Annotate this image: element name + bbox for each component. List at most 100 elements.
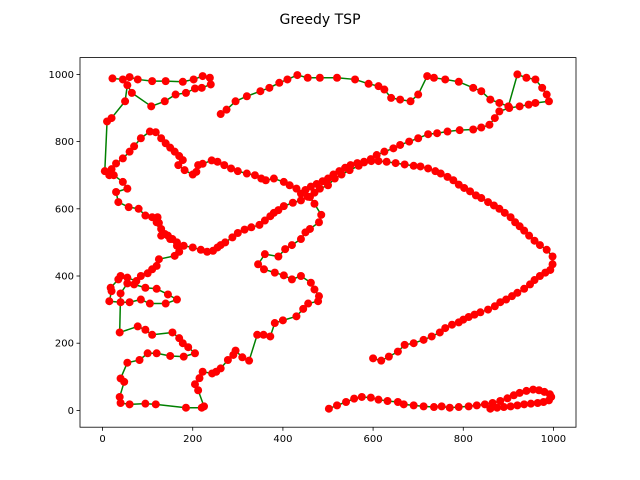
city-point-0-115: [270, 268, 279, 277]
city-point-0-42: [143, 269, 152, 278]
city-point-1-33: [542, 90, 551, 99]
city-point-2-9: [441, 324, 450, 333]
city-point-2-28: [548, 260, 557, 269]
city-point-2-0: [369, 354, 378, 363]
city-point-0-59: [141, 283, 150, 292]
city-point-0-73: [166, 351, 175, 360]
city-point-0-144: [194, 161, 203, 170]
city-point-1-81: [196, 245, 205, 254]
city-point-0-29: [134, 204, 143, 213]
city-point-0-113: [287, 275, 296, 284]
city-point-3-33: [526, 399, 535, 408]
city-point-1-22: [441, 75, 450, 84]
city-point-1-50: [396, 140, 405, 149]
city-point-3-1: [333, 401, 342, 410]
city-point-0-147: [180, 166, 189, 175]
city-point-1-6: [275, 78, 284, 87]
x-axis: 0 200 400 600 800 1000: [99, 427, 566, 445]
city-point-2-32: [530, 236, 539, 245]
city-point-0-67: [168, 328, 177, 337]
y-tick-label-4: 800: [55, 137, 74, 148]
city-point-0-118: [260, 250, 269, 259]
city-point-3-9: [399, 400, 408, 409]
city-point-0-125: [314, 218, 323, 227]
city-point-0-84: [151, 400, 160, 409]
city-point-2-6: [419, 335, 428, 344]
x-tick-label-1: 200: [183, 434, 202, 445]
city-point-3-37: [499, 403, 508, 412]
city-point-0-161: [112, 159, 121, 168]
city-point-2-30: [542, 245, 551, 254]
city-point-1-15: [380, 85, 389, 94]
city-point-1-47: [424, 130, 433, 139]
city-point-0-39: [154, 255, 163, 264]
city-point-1-40: [490, 114, 499, 123]
city-point-2-1: [377, 356, 386, 365]
city-point-2-50: [431, 167, 440, 176]
city-point-0-7: [189, 75, 198, 84]
city-point-0-136: [250, 171, 259, 180]
city-point-1-69: [266, 212, 275, 221]
city-point-0-131: [285, 181, 294, 190]
city-point-1-37: [515, 102, 524, 111]
city-point-1-10: [315, 73, 324, 82]
city-point-3-35: [513, 401, 522, 410]
city-point-0-74: [152, 349, 161, 358]
city-point-2-40: [489, 201, 498, 210]
city-point-0-138: [233, 167, 242, 176]
city-point-0-159: [125, 147, 134, 156]
city-point-0-90: [195, 374, 204, 383]
city-point-1-31: [531, 75, 540, 84]
city-point-2-37: [506, 213, 515, 222]
city-point-1-14: [374, 82, 383, 91]
city-point-0-88: [194, 386, 203, 395]
city-point-0-117: [254, 260, 263, 269]
city-point-3-15: [454, 403, 463, 412]
city-point-0-95: [223, 356, 232, 364]
city-point-0-137: [242, 169, 251, 178]
city-point-2-48: [443, 172, 452, 181]
city-point-0-105: [292, 312, 301, 321]
city-point-1-43: [469, 125, 478, 134]
city-point-0-155: [151, 128, 160, 137]
city-point-1-1: [222, 105, 231, 114]
city-point-0-49: [107, 287, 116, 296]
city-point-1-85: [166, 235, 175, 244]
city-point-1-64: [296, 196, 305, 205]
city-point-0-62: [116, 289, 125, 298]
city-point-2-56: [382, 157, 391, 166]
city-point-1-5: [265, 83, 274, 92]
city-point-2-10: [448, 320, 456, 329]
city-point-0-83: [141, 399, 150, 408]
city-point-0-132: [279, 177, 288, 186]
city-point-1-9: [303, 73, 312, 82]
city-point-0-66: [148, 330, 157, 339]
city-point-0-1: [118, 75, 127, 84]
city-point-1-13: [364, 79, 373, 88]
city-point-1-73: [240, 225, 249, 234]
x-tick-label-0: 0: [99, 434, 105, 445]
city-point-0-28: [124, 203, 133, 212]
plot-frame: [79, 57, 577, 428]
city-point-3-13: [437, 402, 446, 411]
city-point-0-156: [145, 127, 154, 136]
city-point-0-2: [125, 73, 134, 82]
city-point-0-26: [112, 188, 121, 196]
city-point-1-4: [256, 87, 265, 96]
city-point-1-18: [406, 97, 415, 106]
city-point-0-121: [287, 241, 296, 250]
city-point-1-75: [228, 233, 237, 242]
city-point-1-36: [524, 100, 533, 109]
city-point-0-119: [274, 252, 283, 261]
city-point-1-29: [513, 70, 522, 79]
city-point-0-64: [133, 322, 142, 331]
city-point-2-59: [360, 157, 369, 166]
city-point-0-16: [147, 102, 156, 111]
city-point-2-4: [400, 340, 409, 349]
city-point-0-127: [310, 199, 319, 208]
city-point-2-55: [391, 159, 400, 168]
y-tick-label-3: 600: [55, 204, 74, 215]
city-point-3-2: [342, 398, 351, 406]
city-point-0-97: [231, 346, 240, 355]
city-point-2-57: [374, 157, 383, 166]
